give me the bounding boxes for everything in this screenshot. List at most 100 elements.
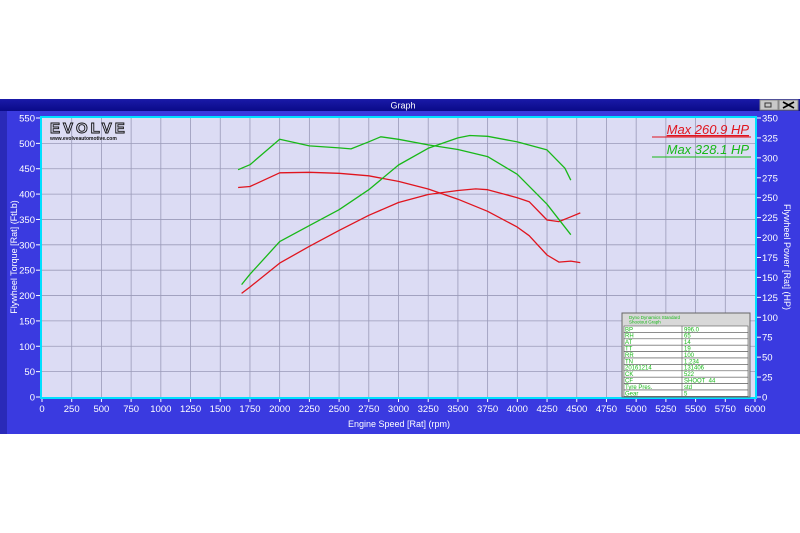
y-tick-label: 550 bbox=[19, 114, 35, 125]
info-key: TN bbox=[625, 359, 633, 365]
x-tick-label: 4500 bbox=[566, 404, 587, 415]
info-value: 131406 bbox=[684, 366, 705, 372]
y2-tick-label: 225 bbox=[762, 213, 778, 224]
y2-tick-label: 100 bbox=[762, 313, 778, 324]
y2-tick-label: 200 bbox=[762, 233, 778, 244]
x-tick-label: 4000 bbox=[507, 404, 528, 415]
y2-tick-label: 250 bbox=[762, 193, 778, 204]
y2-tick-label: 50 bbox=[762, 353, 773, 364]
y-tick-label: 350 bbox=[19, 215, 35, 226]
x-tick-label: 2250 bbox=[299, 404, 320, 415]
y2-tick-label: 25 bbox=[762, 373, 773, 384]
info-key: RH bbox=[625, 334, 634, 340]
y2-tick-label: 150 bbox=[762, 273, 778, 284]
legend: Max 260.9 HP Max 328.1 HP bbox=[652, 122, 751, 158]
restore-icon bbox=[764, 102, 772, 108]
info-value: 1.234 bbox=[684, 359, 700, 365]
window-title: Graph bbox=[390, 101, 415, 111]
restore-button[interactable] bbox=[759, 99, 779, 111]
info-key: CK bbox=[625, 372, 633, 378]
series-green-torque bbox=[237, 136, 572, 236]
x-axis-label: Engine Speed [Rat] (rpm) bbox=[348, 419, 450, 429]
y2-tick-label: 300 bbox=[762, 153, 778, 164]
logo-url: www.evolveautomotive.com bbox=[49, 136, 117, 142]
info-row bbox=[623, 389, 749, 397]
x-tick-label: 1250 bbox=[180, 404, 201, 415]
series-red-torque bbox=[238, 171, 581, 264]
info-value: 14 bbox=[684, 340, 691, 346]
y-tick-label: 100 bbox=[19, 342, 35, 353]
x-tick-label: 250 bbox=[64, 404, 80, 415]
y-tick-label: 150 bbox=[19, 316, 35, 327]
y-axis-label: Flywheel Torque [Rat] (FtLb) bbox=[9, 200, 19, 313]
series-red-power bbox=[241, 188, 581, 294]
y-tick-label: 300 bbox=[19, 240, 35, 251]
y-tick-label: 50 bbox=[24, 367, 35, 378]
info-value: 19 bbox=[684, 347, 691, 353]
y-tick-label: 200 bbox=[19, 291, 35, 302]
info-value: 65 bbox=[684, 334, 691, 340]
info-key: Tyre Pres. bbox=[625, 385, 653, 391]
info-value: 522 bbox=[684, 372, 695, 378]
series-green-power bbox=[241, 134, 572, 286]
y2-tick-label: 0 bbox=[762, 393, 767, 404]
y2-tick-label: 275 bbox=[762, 173, 778, 184]
x-tick-label: 5750 bbox=[715, 404, 736, 415]
info-key: RR bbox=[625, 353, 634, 359]
y-tick-label: 450 bbox=[19, 164, 35, 175]
y-tick-label: 0 bbox=[30, 393, 35, 404]
info-value: 100 bbox=[684, 353, 695, 359]
info-key: AT bbox=[625, 340, 633, 346]
x-tick-label: 4750 bbox=[596, 404, 617, 415]
info-value: 996.0 bbox=[684, 327, 700, 333]
legend-red: Max 260.9 HP bbox=[667, 122, 750, 137]
title-bar bbox=[0, 99, 800, 111]
x-tick-label: 5250 bbox=[655, 404, 676, 415]
y2-tick-label: 125 bbox=[762, 293, 778, 304]
legend-green: Max 328.1 HP bbox=[667, 142, 750, 157]
x-tick-label: 2750 bbox=[358, 404, 379, 415]
x-tick-label: 5000 bbox=[626, 404, 647, 415]
x-tick-label: 3000 bbox=[388, 404, 409, 415]
x-tick-label: 2000 bbox=[269, 404, 290, 415]
info-value: 5 bbox=[684, 391, 688, 397]
y2-tick-label: 75 bbox=[762, 333, 773, 344]
info-key: TT bbox=[625, 347, 633, 353]
x-tick-label: 1500 bbox=[210, 404, 231, 415]
x-tick-label: 1000 bbox=[150, 404, 171, 415]
info-key: BP bbox=[625, 327, 633, 333]
y2-tick-label: 175 bbox=[762, 253, 778, 264]
x-tick-label: 750 bbox=[123, 404, 139, 415]
info-header: Dyno Dynamics Standard bbox=[629, 315, 681, 320]
y-tick-label: 500 bbox=[19, 139, 35, 150]
left-edge bbox=[0, 111, 7, 434]
close-icon bbox=[782, 101, 795, 109]
x-tick-label: 0 bbox=[39, 404, 44, 415]
x-tick-label: 500 bbox=[93, 404, 109, 415]
graph-window: Graph 0 250 500 750 1000 1250 1500 1750 2000 2250… bbox=[0, 99, 800, 434]
y-tick-label: 400 bbox=[19, 190, 35, 201]
x-tick-label: 4250 bbox=[536, 404, 557, 415]
close-button[interactable] bbox=[778, 99, 799, 111]
info-value: SHOOT_44 bbox=[684, 379, 716, 385]
x-tick-label: 3500 bbox=[447, 404, 468, 415]
y2-tick-label: 350 bbox=[762, 114, 778, 125]
x-tick-label: 6000 bbox=[744, 404, 765, 415]
info-key: CF bbox=[625, 379, 633, 385]
y2-axis-label: Flywheel Power [Rat] (HP) bbox=[782, 204, 792, 310]
y-tick-label: 250 bbox=[19, 266, 35, 277]
evolve-logo: EVOLVE www.evolveautomotive.com bbox=[49, 120, 128, 142]
info-header: Shootout Graph bbox=[629, 320, 661, 325]
x-tick-label: 3250 bbox=[418, 404, 439, 415]
x-tick-label: 3750 bbox=[477, 404, 498, 415]
x-tick-label: 5500 bbox=[685, 404, 706, 415]
y2-tick-label: 325 bbox=[762, 133, 778, 144]
x-tick-label: 2500 bbox=[329, 404, 350, 415]
graph-canvas: Graph 0 250 500 750 1000 1250 1500 1750 2000 2250… bbox=[0, 99, 800, 434]
logo-text: EVOLVE bbox=[50, 120, 128, 137]
info-key: Gear bbox=[625, 391, 638, 397]
info-key: 20161214 bbox=[625, 366, 652, 372]
x-tick-label: 1750 bbox=[239, 404, 260, 415]
info-value: std bbox=[684, 385, 692, 391]
